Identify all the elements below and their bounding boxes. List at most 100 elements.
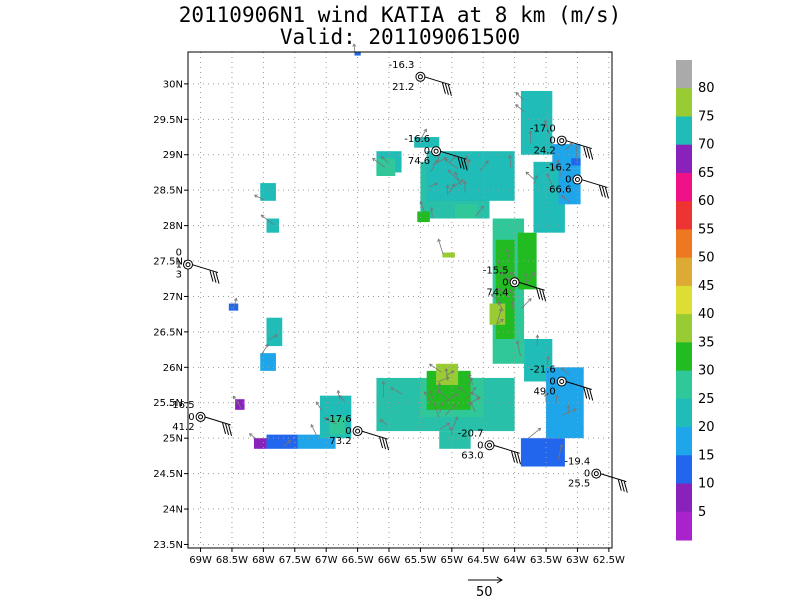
wind-speed-patch bbox=[520, 438, 565, 467]
wind-vector bbox=[390, 387, 403, 395]
station-temperature: -17.6 bbox=[326, 414, 352, 425]
wind-barb-flag bbox=[511, 451, 515, 463]
map-valid-time: Valid: 201109061500 bbox=[279, 25, 521, 49]
wind-vector bbox=[268, 334, 278, 341]
wind-vector bbox=[466, 159, 470, 171]
colorbar-segment bbox=[676, 342, 692, 372]
wind-barb-flag bbox=[444, 83, 449, 95]
station-marker-inner bbox=[512, 279, 518, 285]
wind-vector bbox=[339, 395, 346, 402]
station-marker-inner bbox=[433, 148, 439, 154]
lon-tick-label: 63W bbox=[566, 555, 589, 566]
wind-barb-flag bbox=[441, 82, 446, 94]
wind-vector-head bbox=[444, 367, 449, 372]
lon-tick-label: 66.5W bbox=[342, 555, 374, 566]
wind-vector-head bbox=[390, 387, 395, 391]
wind-barb-flag bbox=[586, 147, 591, 159]
wind-vector bbox=[429, 363, 442, 373]
wind-vector bbox=[466, 387, 476, 399]
lon-tick-label: 68W bbox=[252, 555, 275, 566]
wind-vector bbox=[444, 403, 457, 416]
colorbar-segment bbox=[676, 511, 692, 541]
wind-vector-head bbox=[509, 289, 514, 294]
lat-tick-label: 29.5N bbox=[153, 115, 183, 126]
wind-vector bbox=[468, 373, 473, 386]
wind-barb-flag bbox=[620, 480, 625, 492]
wind-vector bbox=[437, 377, 450, 383]
wind-vector-head bbox=[450, 370, 455, 374]
wind-vector bbox=[437, 389, 450, 401]
wind-vector-head bbox=[556, 159, 560, 164]
wind-vector-head bbox=[434, 182, 439, 186]
station-marker bbox=[352, 426, 363, 437]
station-height: 41.2 bbox=[172, 422, 194, 433]
wind-barb bbox=[565, 140, 592, 150]
wind-barb-flag bbox=[382, 437, 387, 450]
station-value: 1 bbox=[176, 260, 182, 271]
wind-vector bbox=[546, 173, 554, 189]
colorbar-segment bbox=[676, 314, 692, 343]
wind-vector-head bbox=[515, 92, 520, 96]
wind-vector-head bbox=[380, 156, 385, 160]
colorbar-label: 50 bbox=[698, 251, 715, 266]
lon-tick-label: 64.5W bbox=[467, 555, 499, 566]
colorbar-segment bbox=[676, 370, 692, 400]
wind-vector bbox=[433, 402, 440, 418]
wind-barb-flag bbox=[598, 185, 603, 197]
wind-barb-flag bbox=[379, 436, 384, 449]
wind-vector-head bbox=[499, 271, 504, 276]
station-marker bbox=[556, 376, 567, 387]
wind-speed-patch bbox=[454, 204, 477, 219]
wind-vector bbox=[439, 402, 444, 414]
colorbar-label: 65 bbox=[698, 166, 715, 181]
lat-tick-label: 25.5N bbox=[153, 398, 183, 409]
wind-speed-patch bbox=[260, 183, 276, 201]
lat-tick-label: 30N bbox=[163, 79, 183, 90]
wind-vector bbox=[475, 205, 484, 217]
colorbar-segment bbox=[676, 88, 692, 117]
wind-barb-flag bbox=[601, 186, 606, 198]
wind-vector-head bbox=[497, 301, 502, 306]
colorbar-label: 10 bbox=[698, 477, 715, 492]
wind-vector bbox=[528, 427, 541, 439]
wind-vector bbox=[324, 417, 338, 425]
colorbar-segment bbox=[676, 229, 692, 259]
reference-vector-head bbox=[496, 576, 503, 584]
station-temperature: -16.2 bbox=[546, 163, 572, 174]
wind-vector bbox=[254, 194, 265, 201]
wind-vector-head bbox=[265, 343, 269, 348]
colorbar-segment bbox=[676, 60, 692, 89]
station-height: 73.2 bbox=[329, 436, 351, 447]
station-value: 0 bbox=[424, 146, 430, 157]
wind-vector bbox=[310, 424, 317, 436]
wind-vector-head bbox=[555, 394, 559, 398]
colorbar-label: 60 bbox=[698, 194, 715, 209]
station-marker bbox=[509, 277, 520, 288]
station-value: 0 bbox=[549, 136, 555, 147]
wind-vector-head bbox=[534, 175, 538, 179]
lat-tick-label: 24N bbox=[163, 505, 183, 516]
wind-vector bbox=[509, 155, 512, 168]
wind-barb-flag bbox=[604, 187, 609, 199]
station-value: 0 bbox=[549, 376, 555, 387]
wind-vector bbox=[380, 419, 388, 426]
wind-vector-head bbox=[454, 416, 459, 421]
wind-vector-head bbox=[467, 158, 471, 163]
wind-vector-head bbox=[260, 214, 265, 218]
wind-vector-head bbox=[428, 363, 433, 368]
wind-vector-head bbox=[546, 173, 550, 177]
wind-vector-head bbox=[454, 393, 459, 397]
wind-vector-head bbox=[528, 298, 532, 302]
wind-speed-patch bbox=[266, 218, 280, 233]
wind-speed-patch bbox=[439, 431, 471, 449]
wind-barb bbox=[361, 430, 388, 440]
wind-vector-head bbox=[338, 394, 343, 399]
wind-vector bbox=[521, 298, 532, 309]
wind-speed-patch bbox=[376, 158, 396, 176]
wind-vector bbox=[497, 260, 502, 270]
wind-vector bbox=[491, 293, 502, 304]
wind-barb-flag bbox=[623, 481, 628, 493]
wind-vector-head bbox=[287, 440, 292, 444]
wind-barb-flag bbox=[385, 438, 390, 451]
